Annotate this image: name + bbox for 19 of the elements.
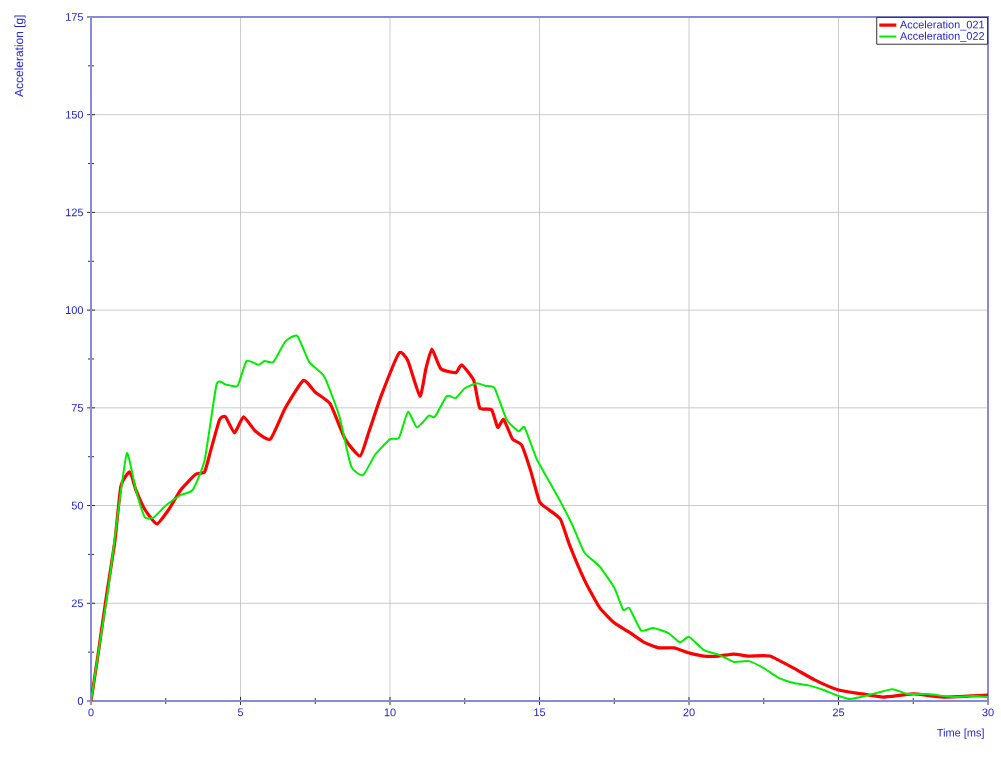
y-tick-label: 50 xyxy=(71,501,84,510)
y-tick-label: 125 xyxy=(66,208,84,217)
x-tick-label: 5 xyxy=(237,708,244,717)
x-tick-label: 20 xyxy=(683,708,695,717)
x-tick-label: 30 xyxy=(982,708,994,717)
y-axis-title: Acceleration [g] xyxy=(14,15,26,97)
legend-label: Acceleration_021 xyxy=(899,20,985,31)
y-tick-label: 75 xyxy=(71,404,84,412)
y-tick-label: 175 xyxy=(66,13,84,21)
y-tick-label: 100 xyxy=(66,306,84,315)
y-tick-label: 25 xyxy=(71,599,84,608)
x-tick-label: 10 xyxy=(384,708,396,717)
x-tick-label: 15 xyxy=(534,708,546,717)
x-axis-title: Time [ms] xyxy=(937,728,984,739)
x-tick-label: 0 xyxy=(88,708,94,717)
y-tick-label: 0 xyxy=(77,697,84,705)
legend-label: Acceleration_022 xyxy=(899,31,985,42)
x-tick-label: 25 xyxy=(832,708,845,717)
y-tick-label: 150 xyxy=(66,110,84,119)
